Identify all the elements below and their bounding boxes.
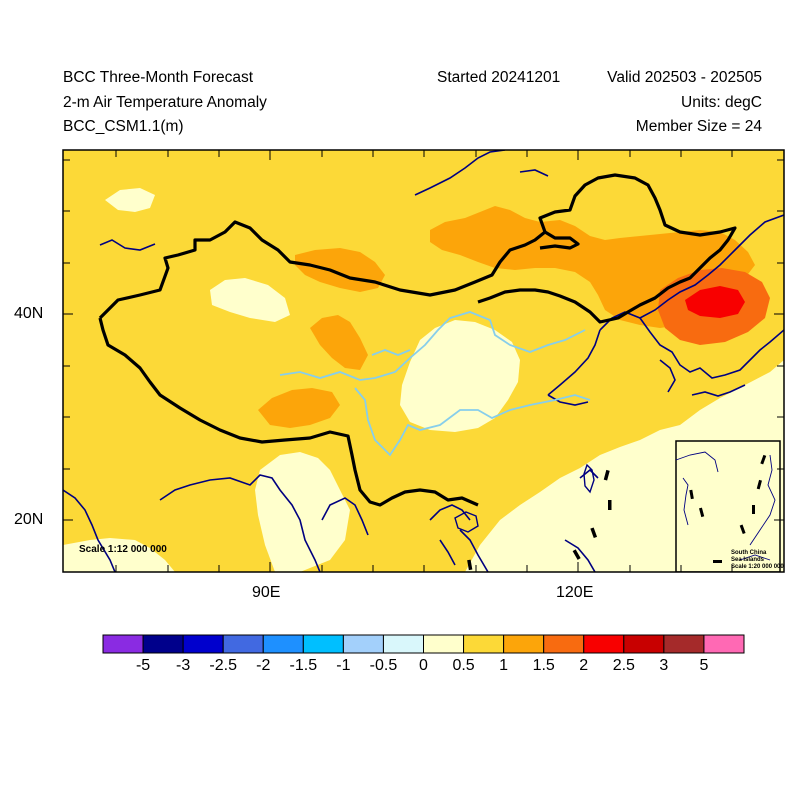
colorbar-box (663, 634, 705, 654)
inset-coastlines (675, 451, 776, 561)
colorbar-box (102, 634, 144, 654)
units-label: Units: degC (681, 94, 762, 111)
inset-dashed-boundary (689, 454, 767, 563)
warm-patch-tibet (258, 388, 340, 428)
colorbar-tick-label: -1.5 (289, 657, 318, 674)
forecast-title: BCC Three-Month Forecast (63, 69, 254, 86)
colorbar-box (382, 634, 424, 654)
colorbar-box (262, 634, 304, 654)
cool-patch-indochina (255, 452, 350, 572)
cool-patch-north (105, 188, 155, 212)
colorbar-box (503, 634, 545, 654)
china-border (98, 173, 737, 324)
colorbar-box (222, 634, 264, 654)
colorbar-box (703, 634, 745, 654)
colorbar-box (543, 634, 585, 654)
lat-label-20n: 20N (14, 511, 44, 528)
cool-patch-central (400, 320, 520, 432)
colorbar-box (623, 634, 665, 654)
start-date: Started 20241201 (437, 69, 561, 86)
colorbar-box (182, 634, 224, 654)
colorbar-tick-label: 3 (659, 657, 669, 674)
colorbar-tick-label: 0.5 (452, 657, 475, 674)
colorbar-tick-label: 0 (419, 657, 428, 674)
axis-ticks (63, 150, 784, 572)
colorbar-box (583, 634, 625, 654)
colorbar-box (342, 634, 384, 654)
rivers (279, 311, 591, 457)
main-dashed-boundary (467, 469, 612, 571)
hainan-island (454, 511, 479, 533)
inset-scale: Scale 1:20 000 000 (731, 564, 784, 570)
lat-label-40n: 40N (14, 305, 44, 322)
lon-label-90e: 90E (252, 584, 281, 601)
taiwan-island (583, 463, 595, 494)
warm-patch-qinghai (310, 315, 368, 370)
colorbar-tick-label: -5 (135, 657, 151, 674)
colorbar (102, 634, 745, 654)
map-scale-label: Scale 1:12 000 000 (79, 544, 167, 555)
member-size: Member Size = 24 (635, 118, 762, 135)
colorbar-tick-label: 1.5 (532, 657, 555, 674)
valid-period: Valid 202503 - 202505 (607, 69, 762, 86)
colorbar-tick-label: -3 (176, 657, 191, 674)
colorbar-tick-label: -2 (256, 657, 271, 674)
warm-centre-northeast (685, 286, 745, 318)
china-border-south (98, 317, 479, 507)
colorbar-tick-label: -1 (336, 657, 351, 674)
inset-title-1: South China (731, 550, 767, 556)
colorbar-box (463, 634, 505, 654)
colorbar-tick-label: 1 (499, 657, 509, 674)
model-name: BCC_CSM1.1(m) (63, 118, 184, 135)
colorbar-tick-label: -2.5 (209, 657, 237, 674)
colorbar-tick-label: 2 (579, 657, 589, 674)
colorbar-tick-label: -0.5 (369, 657, 398, 674)
lon-label-120e: 120E (556, 584, 594, 601)
colorbar-box (302, 634, 344, 654)
cool-patch-tarim (210, 278, 290, 322)
colorbar-box (142, 634, 184, 654)
colorbar-tick-label: 2.5 (612, 657, 635, 674)
colorbar-box (423, 634, 465, 654)
variable-name: 2-m Air Temperature Anomaly (63, 94, 267, 111)
china-border-northeast-loop (539, 230, 580, 250)
colorbar-tick-label: 5 (699, 657, 709, 674)
cool-patch-southwest (63, 538, 175, 572)
inset-title-2: Sea Islands (731, 557, 765, 563)
